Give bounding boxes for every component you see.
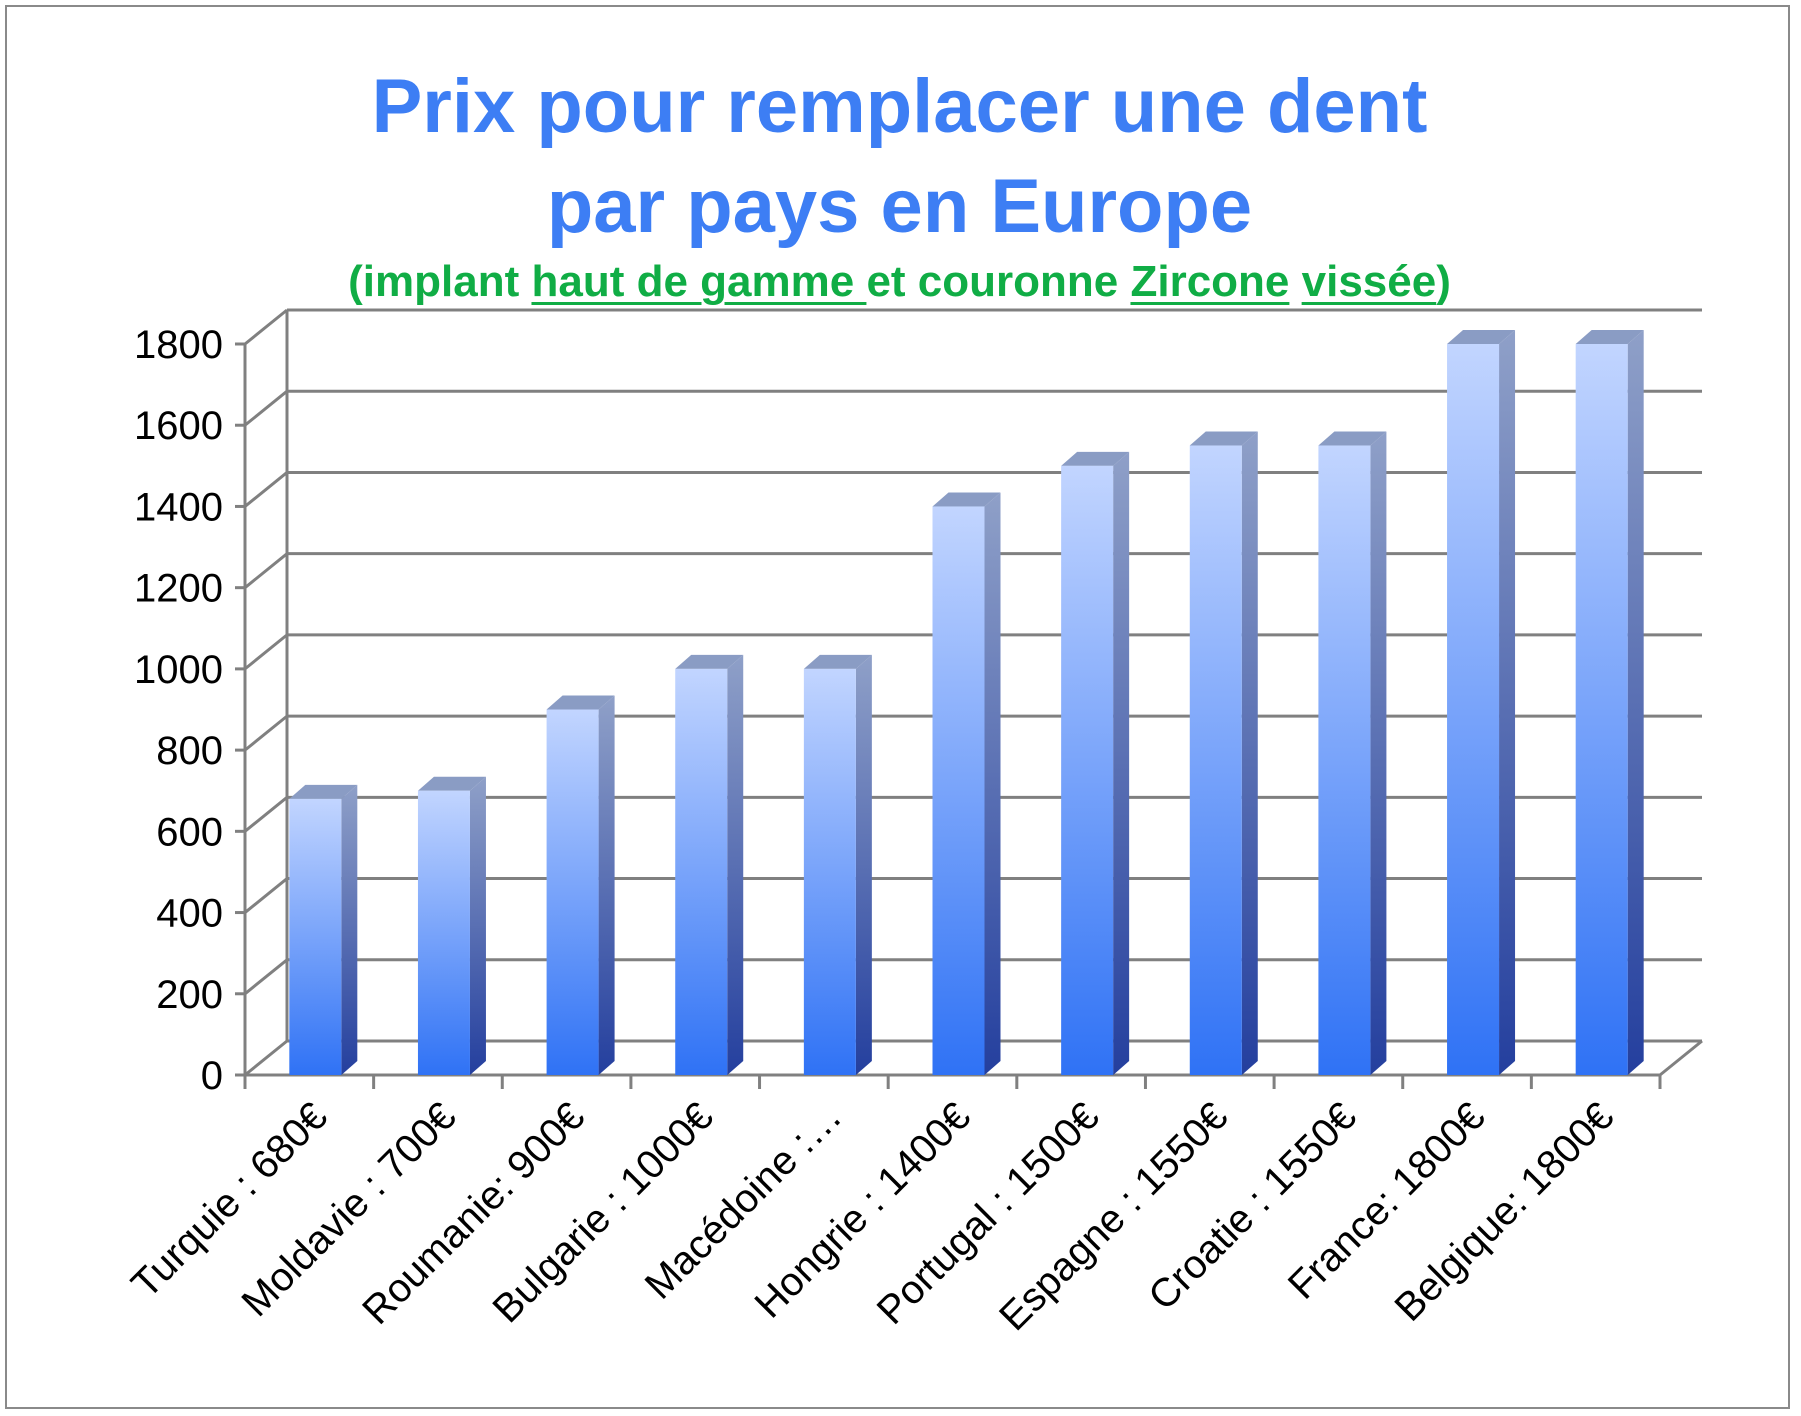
- y-tick-label: 1800: [134, 323, 223, 367]
- bar-layer: [289, 330, 1644, 1075]
- y-tick-label: 1600: [134, 404, 223, 448]
- bar-side: [341, 784, 358, 1075]
- bar-front: [675, 668, 728, 1075]
- x-tick-label: Belgique: 1800€: [1386, 1094, 1622, 1330]
- bar-front: [546, 709, 599, 1075]
- subtitle-middle: et couronne: [866, 257, 1131, 306]
- subtitle-prefix: (implant: [348, 257, 532, 306]
- bar-side: [855, 654, 872, 1075]
- chart-title-line-1: Prix pour remplacer une dent: [371, 64, 1428, 149]
- bar-side: [1370, 431, 1387, 1075]
- bar-top: [417, 776, 486, 791]
- bar: [1447, 330, 1516, 1075]
- y-tick-label: 200: [156, 973, 223, 1017]
- gridline-depth: [244, 1039, 288, 1077]
- subtitle-underlined-2: Zircone: [1130, 257, 1290, 306]
- y-tick-label: 400: [156, 892, 223, 936]
- y-tick-label: 800: [156, 729, 223, 773]
- bar-front: [1318, 445, 1371, 1075]
- bar-top: [1061, 451, 1130, 466]
- bar-side: [469, 776, 486, 1075]
- bar-front: [417, 790, 470, 1075]
- gridline-depth: [244, 796, 288, 833]
- bar-front: [1061, 465, 1114, 1075]
- bar-top: [803, 654, 872, 669]
- bar-side: [1113, 451, 1130, 1075]
- bar-front: [932, 506, 985, 1075]
- bar: [1575, 330, 1644, 1075]
- bar-side: [1241, 431, 1258, 1075]
- bar: [546, 695, 615, 1075]
- chart-title: Prix pour remplacer une dent par pays en…: [7, 57, 1792, 257]
- bar-front: [289, 798, 342, 1075]
- x-tick-label: Hongrie : 1400€: [746, 1094, 978, 1326]
- bar-top: [1575, 330, 1644, 344]
- y-tick-label: 1200: [134, 567, 223, 611]
- x-tick-label: Roumanie: 900€: [354, 1094, 593, 1333]
- bar: [1189, 431, 1258, 1075]
- bar-front: [803, 668, 856, 1075]
- bar-side: [1499, 330, 1516, 1075]
- bar-top: [675, 654, 744, 669]
- bar-top: [546, 695, 615, 710]
- y-tick-labels: 0 200 400 600 800 1000 1200 1400 1600 1800: [134, 323, 223, 1098]
- gridline-depth: [244, 308, 288, 346]
- x-tick-label: Moldavie : 700€: [234, 1094, 465, 1325]
- bar: [1061, 451, 1130, 1075]
- gridline-depth: [244, 714, 288, 752]
- gridline-depth: [244, 958, 288, 995]
- bar-top: [1189, 431, 1258, 446]
- bar-top: [1318, 431, 1387, 446]
- bar-side: [727, 654, 744, 1075]
- bar: [675, 654, 744, 1075]
- x-tick-labels: Turquie : 680€Moldavie : 700€Roumanie: 9…: [123, 1094, 1622, 1339]
- bar: [932, 492, 1001, 1075]
- y-tick-label: 1000: [134, 648, 223, 692]
- bar: [289, 784, 358, 1075]
- floor-right-edge: [1659, 1039, 1703, 1077]
- gridline-depth: [244, 633, 288, 671]
- bar-front: [1189, 445, 1242, 1075]
- subtitle-underlined-1: haut de gamme: [531, 257, 867, 306]
- y-tick-label: 0: [201, 1054, 223, 1098]
- gridline-depth: [244, 471, 288, 508]
- bar-side: [598, 695, 615, 1075]
- x-tick-label: Bulgarie : 1000€: [484, 1094, 721, 1331]
- gridline-depth: [244, 877, 288, 914]
- x-tick-label: Portugal : 1500€: [869, 1094, 1108, 1333]
- x-tick-label: Espagne : 1550€: [991, 1094, 1236, 1339]
- y-tick-label: 600: [156, 810, 223, 854]
- bar-top: [1447, 330, 1516, 344]
- bar: [803, 654, 872, 1075]
- y-tick-label: 1400: [134, 485, 223, 529]
- bar: [1318, 431, 1387, 1075]
- bar: [417, 776, 486, 1075]
- chart-title-line-2: par pays en Europe: [546, 164, 1253, 249]
- bar-top: [932, 492, 1001, 507]
- bar-front: [1447, 344, 1500, 1075]
- subtitle-underlined-3: vissée: [1301, 257, 1437, 306]
- bar-side: [984, 492, 1001, 1075]
- bar-side: [1627, 330, 1644, 1075]
- bar-top: [289, 784, 358, 799]
- subtitle-suffix: ): [1436, 257, 1451, 306]
- chart-subtitle: (implant haut de gamme et couronne Zirco…: [7, 252, 1792, 312]
- bar-front: [1575, 344, 1628, 1075]
- gridline-depth: [244, 390, 288, 427]
- gridline-depth: [244, 552, 288, 589]
